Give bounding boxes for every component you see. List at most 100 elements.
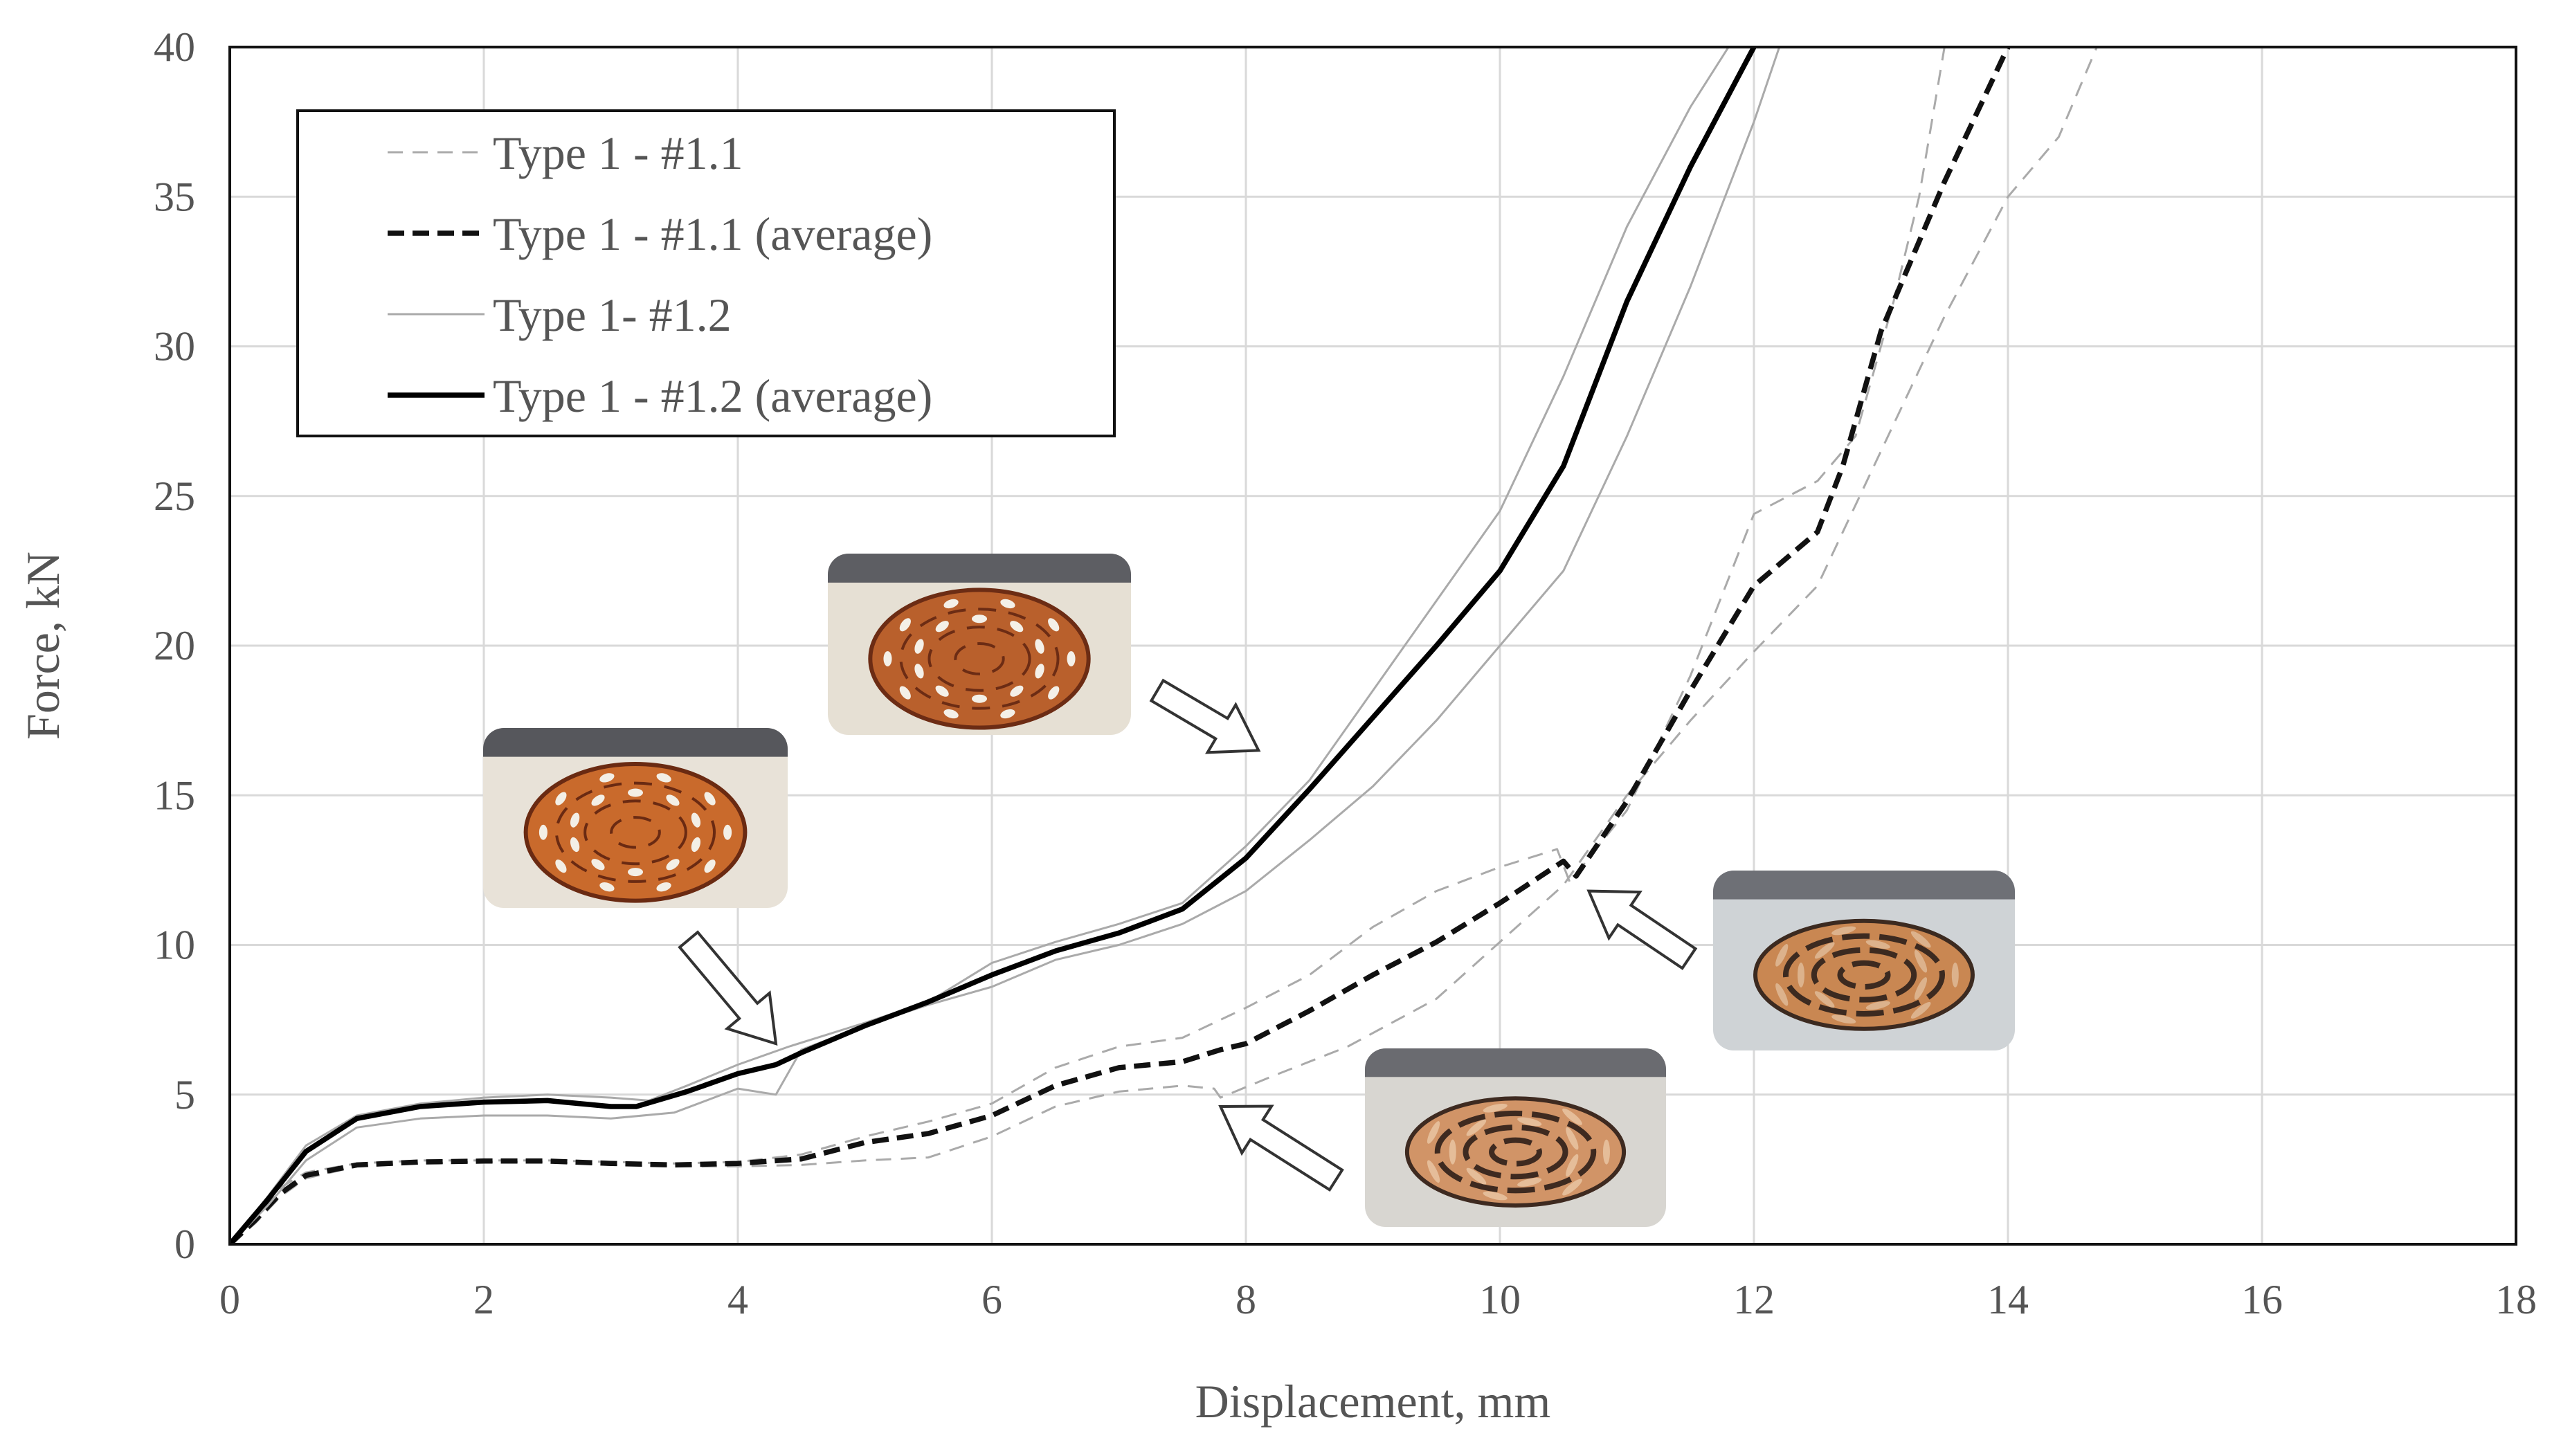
specimen-hole bbox=[1035, 639, 1044, 654]
specimen-hole bbox=[1602, 1139, 1610, 1165]
specimen-hole bbox=[1483, 1103, 1508, 1113]
specimen-hole bbox=[1427, 1160, 1440, 1183]
specimen-hole bbox=[1067, 650, 1076, 666]
specimen-hole bbox=[704, 859, 716, 873]
specimen-hole bbox=[914, 639, 924, 654]
x-tick-label: 8 bbox=[1236, 1277, 1256, 1322]
specimen-hole bbox=[1483, 1191, 1508, 1201]
y-tick-label: 10 bbox=[154, 922, 195, 968]
specimen-hole bbox=[1562, 1108, 1582, 1125]
specimen-hole bbox=[1466, 1167, 1487, 1185]
specimen-hole bbox=[539, 824, 548, 840]
specimen-hole bbox=[656, 882, 671, 892]
photo-platen bbox=[1365, 1048, 1666, 1077]
specimen-ring bbox=[899, 608, 1060, 710]
specimen-hole bbox=[591, 794, 605, 806]
specimen-hole bbox=[1566, 1154, 1579, 1177]
legend-box bbox=[296, 109, 1116, 437]
series-layer bbox=[230, 47, 2098, 1244]
plot-frame bbox=[228, 46, 2517, 1246]
specimen-hole bbox=[1010, 621, 1024, 633]
specimen-hole bbox=[1798, 962, 1804, 988]
annotations bbox=[483, 554, 2015, 1227]
specimen-photo-1 bbox=[483, 728, 788, 908]
specimen-hole bbox=[1865, 1001, 1890, 1010]
specimen-photo-3 bbox=[1713, 871, 2015, 1050]
series-2-line-1 bbox=[230, 47, 2011, 1244]
specimen-hole bbox=[1814, 942, 1835, 959]
specimen-ring bbox=[1434, 1110, 1597, 1194]
annotation-arrow-4 bbox=[1218, 1104, 1344, 1192]
photo-platen bbox=[828, 554, 1131, 583]
specimen-hole bbox=[1562, 1179, 1582, 1196]
specimen-hole bbox=[628, 868, 643, 877]
specimen-hole bbox=[723, 824, 732, 840]
legend-label: Type 1 - #1.1 bbox=[493, 127, 743, 179]
x-tick-label: 18 bbox=[2495, 1277, 2537, 1322]
specimen-hole bbox=[591, 859, 605, 871]
photo-platen bbox=[1713, 871, 2015, 900]
specimen-hole bbox=[914, 664, 924, 679]
y-tick-label: 40 bbox=[154, 24, 195, 70]
specimen-hole bbox=[1517, 1178, 1542, 1187]
specimen-hole bbox=[1000, 709, 1015, 719]
specimen-ring bbox=[927, 626, 1031, 692]
annotation-arrow-3 bbox=[1586, 889, 1698, 970]
specimen-hole bbox=[666, 794, 680, 806]
series-1-line-1 bbox=[230, 47, 2098, 1244]
series-3-line-2 bbox=[230, 47, 1781, 1244]
specimen-hole bbox=[1517, 1117, 1542, 1127]
legend-label: Type 1 - #1.1 (average) bbox=[493, 208, 932, 260]
x-tick-label: 6 bbox=[981, 1277, 1002, 1322]
specimen-ring bbox=[1837, 960, 1891, 990]
x-tick-label: 0 bbox=[219, 1277, 240, 1322]
specimen-hole bbox=[1000, 599, 1015, 609]
specimen-hole bbox=[599, 773, 615, 783]
specimen-hole bbox=[666, 859, 680, 871]
specimen-hole bbox=[972, 615, 987, 624]
x-axis-title: Displacement, mm bbox=[1195, 1375, 1551, 1428]
specimen-photo-2 bbox=[828, 554, 1131, 735]
specimen-hole bbox=[555, 792, 567, 806]
specimen-hole bbox=[691, 812, 701, 828]
legend-label: Type 1 - #1.2 (average) bbox=[493, 370, 932, 422]
x-tick-label: 4 bbox=[727, 1277, 748, 1322]
specimen-hole bbox=[1427, 1121, 1440, 1144]
y-tick-label: 20 bbox=[154, 623, 195, 668]
y-tick-label: 15 bbox=[154, 772, 195, 818]
specimen-hole bbox=[1775, 944, 1789, 967]
specimen-hole bbox=[691, 837, 701, 853]
specimen-ring bbox=[1782, 933, 1946, 1017]
photo-platen bbox=[483, 728, 788, 757]
specimen-hole bbox=[555, 859, 567, 873]
x-tick-label: 10 bbox=[1479, 1277, 1521, 1322]
specimen-hole bbox=[883, 650, 892, 666]
specimen-hole bbox=[1865, 940, 1890, 949]
specimen-ring bbox=[1463, 1125, 1568, 1180]
specimen-hole bbox=[899, 686, 911, 700]
specimen-hole bbox=[1914, 949, 1928, 973]
specimen-hole bbox=[1048, 686, 1060, 700]
specimen-photo-4 bbox=[1365, 1048, 1666, 1227]
specimen-ring bbox=[954, 642, 1005, 675]
y-tick-label: 5 bbox=[174, 1072, 195, 1118]
specimen-hole bbox=[1449, 1139, 1456, 1165]
specimen-hole bbox=[1010, 685, 1024, 697]
specimen-hole bbox=[1914, 977, 1928, 1000]
y-tick-label: 0 bbox=[174, 1221, 195, 1267]
specimen-ring bbox=[554, 781, 716, 883]
specimen-hole bbox=[1951, 962, 1959, 988]
legend: Type 1 - #1.1 Type 1 - #1.1 (average) Type… bbox=[296, 109, 1116, 437]
legend-item-1: Type 1 - #1.1 bbox=[388, 127, 743, 179]
specimen-hole bbox=[972, 694, 987, 703]
legend-item-3: Type 1- #1.2 bbox=[388, 289, 732, 341]
specimen-hole bbox=[1466, 1119, 1487, 1136]
specimen-hole bbox=[935, 685, 949, 697]
specimen-hole bbox=[1035, 664, 1044, 679]
x-tick-label: 14 bbox=[1987, 1277, 2029, 1322]
specimen-hole bbox=[943, 709, 959, 719]
y-tick-label: 35 bbox=[154, 174, 195, 219]
legend-item-4: Type 1 - #1.2 (average) bbox=[388, 370, 932, 422]
